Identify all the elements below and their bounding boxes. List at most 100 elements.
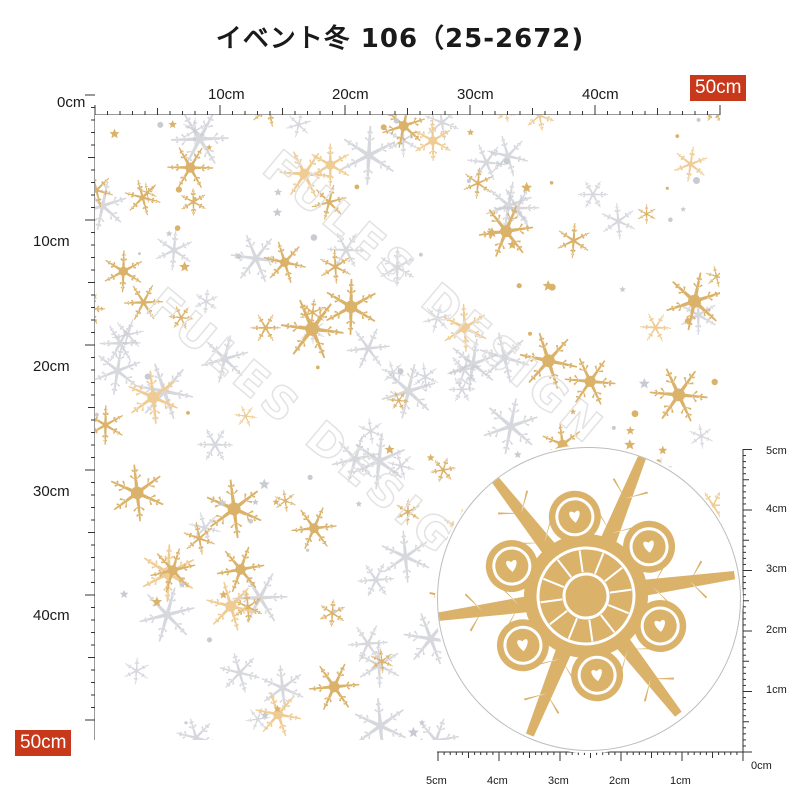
zoom-scale-bottom-4: 4cm (487, 775, 508, 787)
gold-snowflake-icon (291, 507, 337, 550)
gold-snowflake-icon (274, 489, 296, 513)
silver-snowflake-icon (485, 181, 532, 230)
gold-snowflake-icon (430, 457, 456, 483)
left-ruler-label-10: 10cm (33, 233, 70, 250)
gold-snowflake-icon (110, 464, 164, 522)
gold-snowflake-icon (495, 115, 516, 123)
dot-icon (665, 186, 669, 190)
dot-icon (307, 474, 313, 480)
silver-snowflake-icon (689, 423, 713, 449)
silver-snowflake-icon (197, 429, 233, 461)
dot-icon (419, 252, 423, 257)
star-icon (619, 286, 626, 293)
dot-icon (631, 410, 639, 418)
gold-snowflake-icon (414, 120, 451, 161)
star-icon (638, 377, 650, 389)
silver-snowflake-icon (388, 123, 419, 158)
star-icon (426, 453, 435, 462)
silver-snowflake-icon (354, 697, 407, 740)
gold-snowflake-icon (478, 205, 534, 257)
gold-snowflake-icon (637, 203, 656, 225)
dot-icon (138, 252, 141, 256)
gold-snowflake-icon (311, 143, 350, 187)
dot-icon (611, 425, 616, 430)
gold-snowflake-icon (167, 147, 214, 188)
gold-snowflake-icon (206, 479, 262, 539)
star-icon (206, 144, 213, 151)
gold-snowflake-icon (542, 422, 583, 467)
zoom-scale-bottom-5: 5cm (426, 775, 447, 787)
left-ruler-label-30: 30cm (33, 483, 70, 500)
gold-snowflake-icon (524, 115, 555, 131)
dot-icon (306, 548, 310, 552)
star-icon (384, 444, 395, 454)
star-icon (168, 120, 177, 129)
dot-icon (184, 721, 188, 725)
silver-snowflake-icon (381, 360, 405, 385)
gold-snowflake-icon (320, 249, 351, 284)
top-ruler-label-20: 20cm (332, 86, 369, 103)
dot-icon (193, 197, 197, 200)
silver-snowflake-icon (352, 432, 406, 490)
silver-snowflake-icon (285, 115, 312, 138)
gold-snowflake-icon (519, 332, 578, 389)
dot-icon (696, 117, 701, 122)
star-icon (165, 230, 173, 237)
silver-snowflake-icon (201, 335, 249, 383)
silver-snowflake-icon (448, 377, 476, 402)
gold-snowflake-icon (395, 498, 420, 526)
dot-icon (206, 637, 213, 643)
silver-snowflake-icon (230, 234, 282, 283)
dot-icon (310, 234, 318, 241)
dot-icon (668, 217, 673, 223)
gold-snowflake-icon (216, 546, 265, 593)
zoom-scale-bottom-3: 3cm (548, 775, 569, 787)
silver-snowflake-icon (170, 115, 229, 165)
star-icon (466, 128, 475, 136)
star-icon (272, 207, 283, 217)
star-icon (569, 408, 577, 415)
silver-snowflake-icon (261, 665, 304, 711)
silver-snowflake-icon (411, 362, 439, 391)
gold-snowflake-icon (673, 146, 708, 182)
zoom-scale-bottom-1: 1cm (670, 775, 691, 787)
gold-snowflake-icon (640, 313, 671, 342)
silver-snowflake-icon (124, 657, 149, 685)
top-ruler-label-30: 30cm (457, 86, 494, 103)
gold-snowflake-icon (326, 278, 376, 335)
dot-icon (693, 177, 700, 184)
top-ruler-label-0: 0cm (57, 94, 86, 111)
silver-snowflake-icon (601, 203, 636, 240)
gold-snowflake-icon (206, 581, 256, 631)
star-icon (219, 590, 228, 599)
zoom-scale-right-5: 5cm (766, 445, 787, 457)
dot-icon (711, 378, 718, 386)
gold-snowflake-icon (95, 405, 124, 445)
zoom-scale-bottom-0: 0cm (751, 760, 772, 772)
gold-snowflake-icon (181, 188, 206, 216)
dot-icon (549, 181, 554, 185)
silver-snowflake-icon (381, 530, 430, 583)
silver-snowflake-icon (467, 144, 506, 181)
star-icon (486, 227, 498, 238)
dot-icon (174, 225, 181, 231)
star-icon (260, 711, 270, 719)
star-icon (274, 188, 283, 196)
zoom-scale-right-2: 2cm (766, 624, 787, 636)
silver-snowflake-icon (194, 289, 218, 315)
zoom-detail (437, 447, 741, 751)
gold-snowflake-icon (137, 182, 157, 203)
gold-snowflake-icon (263, 241, 306, 284)
gold-snowflake-icon (95, 294, 106, 325)
dot-icon (528, 331, 532, 336)
star-icon (407, 726, 419, 738)
gold-snowflake-icon (183, 522, 215, 555)
gold-snowflake-icon (168, 306, 194, 330)
dot-icon (175, 186, 182, 193)
gold-snowflake-icon (319, 599, 345, 627)
page-title: イベント冬 106（25-2672) (215, 24, 585, 54)
silver-snowflake-icon (479, 332, 530, 383)
left-ruler-label-20: 20cm (33, 358, 70, 375)
silver-snowflake-icon (357, 563, 394, 597)
gold-snowflake-icon (382, 115, 426, 148)
